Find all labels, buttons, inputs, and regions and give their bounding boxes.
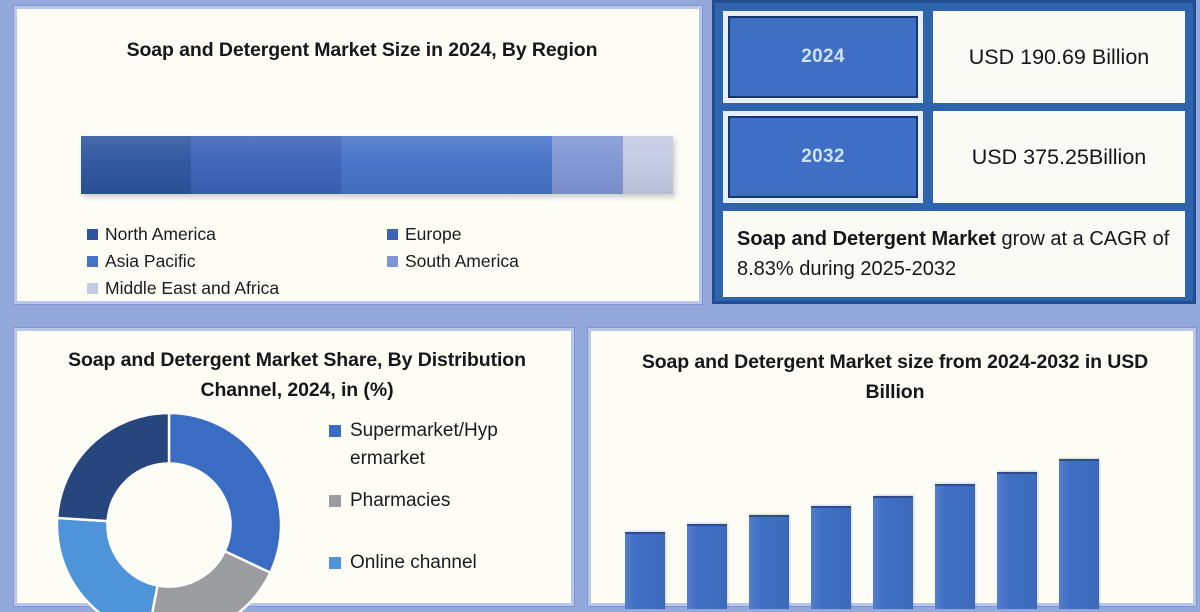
region-legend-label: Asia Pacific (105, 251, 196, 271)
donut-legend-item: Online channel (329, 549, 565, 577)
segment-sheen (622, 136, 673, 194)
column-bar-2029 (935, 484, 975, 609)
column-bar-2030 (997, 472, 1037, 609)
bar-sheen (749, 517, 789, 609)
region-legend-item: Middle East and Africa (87, 275, 687, 302)
region-segment-south-america (552, 136, 623, 194)
year-label-2032: 2032 (728, 116, 918, 198)
legend-swatch-icon (329, 495, 341, 507)
segment-sheen (341, 136, 553, 194)
segment-sheen (552, 136, 623, 194)
market-size-forecast-panel: Soap and Detergent Market size from 2024… (588, 328, 1199, 609)
region-segment-asia-pacific (341, 136, 553, 194)
donut-slice-online-channel (55, 516, 159, 612)
region-legend-label: Europe (405, 224, 462, 244)
market-values-panel: 2024 USD 190.69 Billion 2032 USD 375.25B… (712, 0, 1196, 304)
legend-swatch-icon (87, 283, 98, 294)
bar-sheen (1059, 461, 1099, 609)
donut-chart (55, 411, 283, 612)
bar-sheen (997, 474, 1037, 609)
cagr-market-name: Soap and Detergent Market (737, 228, 996, 250)
cagr-statement: Soap and Detergent Market grow at a CAGR… (723, 211, 1185, 297)
legend-swatch-icon (87, 229, 98, 240)
legend-swatch-icon (387, 229, 398, 240)
column-bar-2027 (811, 505, 851, 609)
legend-swatch-icon (329, 425, 341, 437)
region-legend-label: Middle East and Africa (105, 278, 280, 298)
donut-legend-item: Pharmacies (329, 487, 565, 515)
region-legend-item: Europe (387, 221, 687, 248)
segment-sheen (81, 136, 192, 194)
region-legend: North America Europe Asia Pacific South Ame… (87, 221, 687, 302)
column-chart-plot (591, 331, 1199, 609)
donut-slice-others (55, 411, 171, 523)
region-panel-title: Soap and Detergent Market Size in 2024, … (126, 39, 598, 61)
column-bar-2031 (1059, 459, 1099, 609)
region-segment-middle-east-and-africa (622, 136, 673, 194)
bar-sheen (687, 526, 727, 609)
bar-sheen (935, 486, 975, 609)
bars-panel-title: Soap and Detergent Market size from 2024… (641, 351, 1149, 403)
column-bar-2028 (873, 495, 913, 609)
bar-sheen (873, 497, 913, 609)
year-box-2032: 2032 (723, 111, 923, 203)
region-segment-europe (191, 136, 342, 194)
segment-sheen (191, 136, 342, 194)
donut-panel-title: Soap and Detergent Market Share, By Dist… (68, 349, 526, 401)
legend-swatch-icon (329, 557, 341, 569)
year-label-2024: 2024 (728, 16, 918, 98)
region-stacked-bar (81, 136, 673, 194)
donut-legend-label: Pharmacies (350, 490, 451, 511)
bar-sheen (811, 507, 851, 609)
region-legend-label: South America (405, 251, 519, 271)
donut-legend: Supermarket/Hyp ermarket Pharmacies Online … (329, 417, 565, 591)
bar-sheen (625, 534, 665, 609)
value-2032: USD 375.25Billion (933, 111, 1185, 203)
donut-legend-label: Online channel (350, 552, 477, 573)
region-market-size-panel: Soap and Detergent Market Size in 2024, … (14, 6, 702, 304)
column-bar-2025 (687, 524, 727, 609)
donut-slice-supermarket-hypermarket (167, 411, 283, 575)
region-segment-north-america (81, 136, 192, 194)
year-box-2024: 2024 (723, 11, 923, 103)
value-row: 2032 USD 375.25Billion (723, 111, 1185, 203)
column-bar-2026 (749, 515, 789, 609)
region-legend-item: South America (387, 248, 687, 275)
legend-swatch-icon (87, 256, 98, 267)
distribution-channel-panel: Soap and Detergent Market Share, By Dist… (14, 328, 574, 612)
region-legend-item: North America (87, 221, 387, 248)
value-row: 2024 USD 190.69 Billion (723, 11, 1185, 103)
column-bar-2024 (625, 532, 665, 609)
region-legend-item: Asia Pacific (87, 248, 387, 275)
donut-legend-label: Supermarket/Hyp ermarket (350, 420, 498, 469)
donut-legend-item: Supermarket/Hyp ermarket (329, 417, 565, 473)
legend-swatch-icon (387, 256, 398, 267)
region-legend-label: North America (105, 224, 216, 244)
cagr-detail: grow at a CAGR of 8.83% during 2025-2032 (737, 228, 1170, 280)
value-2024: USD 190.69 Billion (933, 11, 1185, 103)
